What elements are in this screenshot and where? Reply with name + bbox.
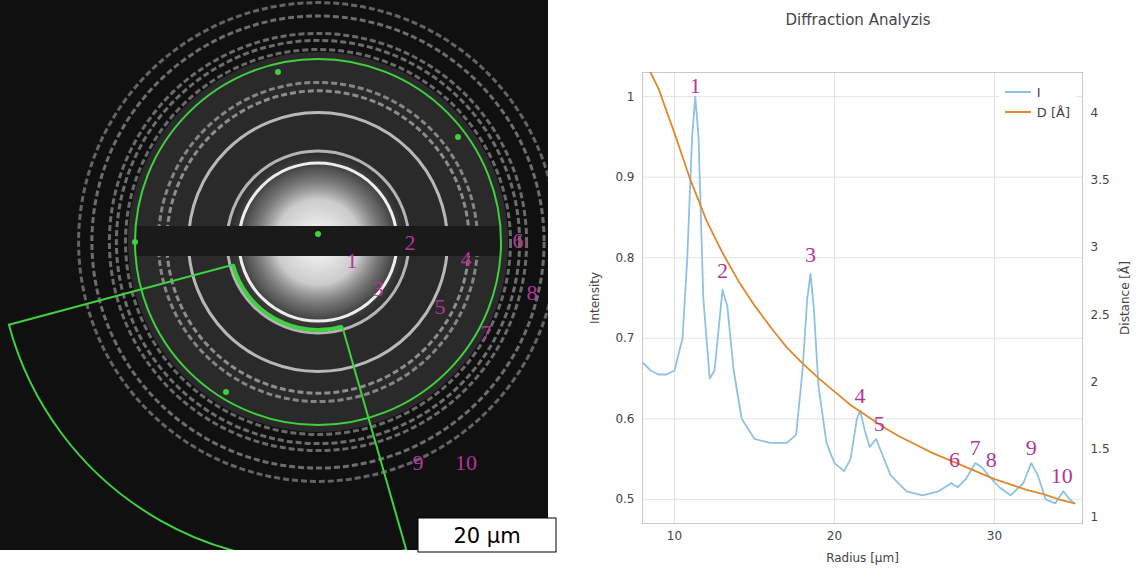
svg-text:10: 10 (1051, 463, 1073, 488)
svg-text:5: 5 (874, 411, 885, 436)
svg-text:Distance [Å]: Distance [Å] (1117, 261, 1132, 335)
svg-text:0.5: 0.5 (615, 492, 634, 506)
html-text:Diffraction Analyzis: Diffraction Analyzis (785, 11, 931, 29)
svg-text:5: 5 (435, 294, 446, 319)
svg-text:3: 3 (805, 242, 816, 267)
svg-text:7: 7 (481, 320, 492, 345)
svg-text:10: 10 (455, 450, 477, 475)
svg-text:3.5: 3.5 (1091, 173, 1110, 187)
svg-text:0.6: 0.6 (615, 412, 634, 426)
svg-text:2: 2 (405, 230, 416, 255)
svg-text:4: 4 (1091, 106, 1099, 120)
svg-text:30: 30 (987, 529, 1002, 543)
svg-text:2.5: 2.5 (1091, 308, 1110, 322)
svg-text:8: 8 (986, 447, 997, 472)
svg-text:2: 2 (1091, 375, 1099, 389)
svg-text:6: 6 (513, 228, 524, 253)
svg-text:9: 9 (413, 450, 424, 475)
svg-text:20 µm: 20 µm (453, 524, 520, 548)
svg-text:0.8: 0.8 (615, 251, 634, 265)
svg-text:1: 1 (347, 248, 358, 273)
svg-text:3: 3 (1091, 240, 1099, 254)
svg-text:9: 9 (1026, 435, 1037, 460)
svg-text:2: 2 (717, 258, 728, 283)
svg-text:Radius [µm]: Radius [µm] (826, 551, 899, 565)
svg-text:0.9: 0.9 (615, 170, 634, 184)
svg-text:6: 6 (949, 447, 960, 472)
svg-text:8: 8 (527, 280, 538, 305)
svg-text:4: 4 (461, 246, 472, 271)
svg-text:1: 1 (627, 90, 635, 104)
html-text:I: I (1036, 84, 1041, 100)
svg-text:0.7: 0.7 (615, 331, 634, 345)
svg-text:3: 3 (373, 276, 384, 301)
svg-text:20: 20 (827, 529, 842, 543)
svg-text:1.5: 1.5 (1091, 442, 1110, 456)
svg-text:1: 1 (690, 73, 701, 98)
svg-text:10: 10 (667, 529, 682, 543)
svg-text:1: 1 (1091, 510, 1099, 524)
svg-text:7: 7 (970, 435, 981, 460)
svg-text:Intensity: Intensity (588, 272, 602, 324)
html-text:D [Å]: D [Å] (1036, 104, 1070, 120)
svg-text:4: 4 (855, 383, 866, 408)
